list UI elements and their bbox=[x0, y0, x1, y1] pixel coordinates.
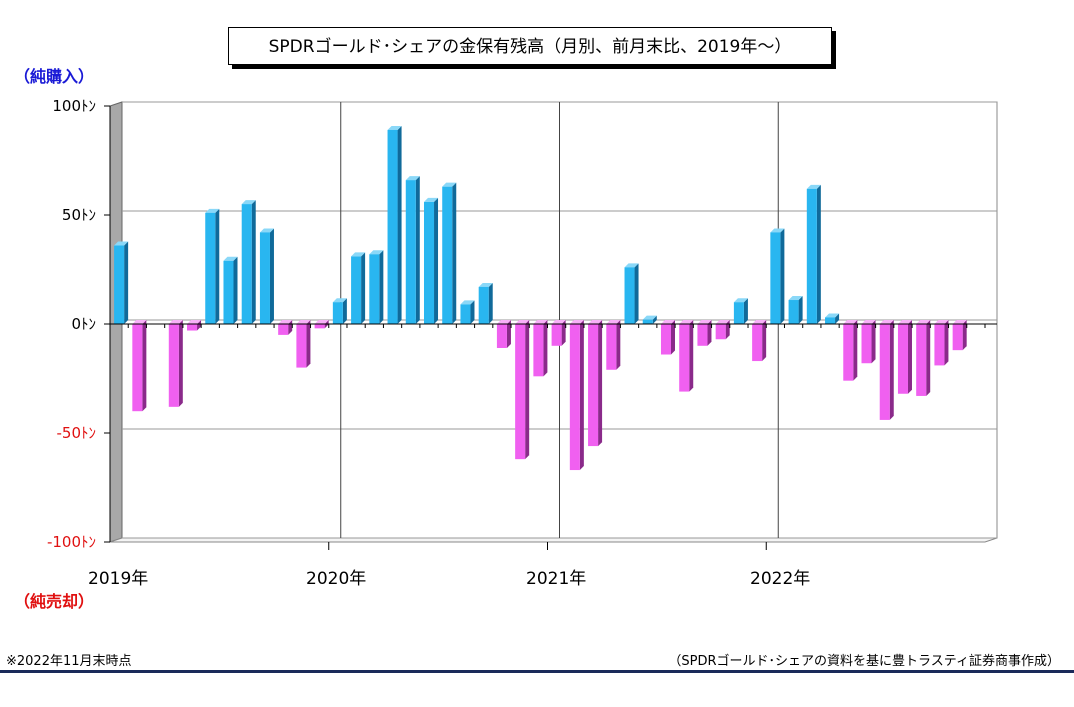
bar-positive bbox=[460, 300, 475, 324]
bar-negative bbox=[843, 320, 858, 381]
bar-negative bbox=[569, 320, 584, 471]
y-tick-label: 0ﾄﾝ bbox=[71, 315, 96, 333]
plot-floor bbox=[109, 537, 998, 543]
bar-negative bbox=[660, 320, 676, 355]
bar-negative bbox=[533, 320, 548, 377]
bar-positive bbox=[442, 182, 457, 324]
bar-negative bbox=[879, 320, 894, 420]
bar-negative bbox=[132, 320, 147, 412]
bar-positive bbox=[825, 313, 840, 324]
bar-negative bbox=[715, 320, 730, 340]
x-tick-label-2019: 2019年 bbox=[88, 569, 149, 589]
bar-positive bbox=[241, 200, 256, 324]
bar-negative bbox=[296, 320, 311, 368]
chart-title: SPDRゴールド･シェアの金保有残高（月別、前月末比、2019年～） bbox=[228, 27, 832, 65]
bar-negative bbox=[916, 320, 931, 396]
y-tick-label: 50ﾄﾝ bbox=[62, 206, 96, 224]
footnote-date: ※2022年11月末時点 bbox=[6, 654, 132, 669]
bar-positive bbox=[788, 296, 803, 324]
bar-positive bbox=[770, 228, 785, 324]
bar-positive bbox=[423, 197, 439, 324]
bar-positive bbox=[351, 252, 366, 324]
bar-negative bbox=[934, 320, 949, 366]
bar-positive bbox=[369, 250, 384, 324]
bar-positive bbox=[806, 184, 821, 324]
bar-positive bbox=[624, 263, 639, 324]
y-tick-label: -100ﾄﾝ bbox=[47, 533, 96, 551]
bar-negative bbox=[952, 320, 967, 351]
bar-negative bbox=[679, 320, 694, 392]
net-sale-label: （純売却） bbox=[14, 592, 95, 611]
bar-negative bbox=[187, 320, 202, 331]
bar-positive bbox=[478, 282, 493, 324]
bar-positive bbox=[223, 256, 238, 324]
bar-negative bbox=[515, 320, 530, 460]
y-tick-label: -50ﾄﾝ bbox=[57, 424, 97, 442]
footnote-source: （SPDRゴールド･シェアの資料を基に豊トラスティ証券商事作成） bbox=[668, 654, 1060, 669]
bar-positive bbox=[114, 241, 129, 324]
x-tick-label-2020: 2020年 bbox=[306, 569, 367, 589]
bar-positive bbox=[733, 298, 748, 324]
bar-positive bbox=[259, 228, 274, 324]
bar-negative bbox=[588, 320, 603, 447]
bar-positive bbox=[405, 176, 420, 324]
x-tick-label-2021: 2021年 bbox=[526, 569, 587, 589]
bar-positive bbox=[332, 298, 347, 324]
bottom-rule bbox=[0, 670, 1074, 673]
bar-positive bbox=[387, 125, 402, 324]
bar-negative bbox=[697, 320, 712, 346]
bar-negative bbox=[496, 320, 511, 348]
bar-negative bbox=[168, 320, 183, 407]
bar-positive bbox=[205, 208, 220, 324]
bar-negative bbox=[897, 320, 912, 394]
bar-negative bbox=[861, 320, 876, 364]
bar-negative bbox=[606, 320, 621, 370]
bar-negative bbox=[278, 320, 293, 335]
bar-negative bbox=[752, 320, 767, 362]
bar-positive bbox=[642, 315, 657, 324]
net-purchase-label: （純購入） bbox=[14, 67, 95, 86]
bar-negative bbox=[551, 320, 566, 346]
y-tick-label: 100ﾄﾝ bbox=[52, 97, 96, 115]
x-tick-label-2022: 2022年 bbox=[750, 569, 811, 589]
